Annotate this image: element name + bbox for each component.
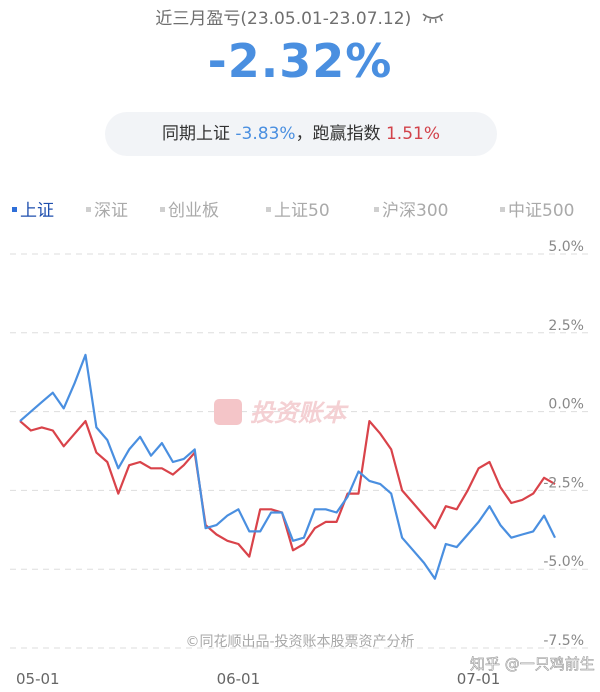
index-selector: 上证 深证 创业板 上证50 沪深300 中证500 — [0, 196, 600, 222]
watermark-logo-icon — [214, 399, 242, 425]
footer-credit: ©同花顺出品-投资账本股票资产分析 — [185, 634, 414, 650]
legend-label: 上证50 — [274, 201, 330, 221]
legend-marker — [160, 206, 165, 212]
legend-item-csi500[interactable]: 中证500 — [500, 196, 574, 221]
index-return-value: -3.83% — [235, 124, 296, 144]
legend-item-shenzhen[interactable]: 深证 — [86, 196, 128, 221]
chart-series — [19, 353, 556, 580]
compare-prefix: 同期上证 — [162, 124, 231, 144]
legend-label: 创业板 — [168, 201, 219, 221]
y-tick-label: -2.5% — [543, 475, 584, 491]
x-tick-label: 05-01 — [16, 670, 60, 688]
total-return-value: -2.32% — [207, 34, 393, 88]
y-tick-label: 2.5% — [548, 318, 584, 334]
legend-marker — [86, 206, 91, 212]
legend-marker — [374, 206, 379, 212]
legend-marker — [12, 206, 17, 212]
series-line-shanghai-index — [19, 353, 556, 580]
series-line-portfolio — [19, 420, 556, 558]
y-tick-label: 0.0% — [548, 397, 584, 413]
legend-item-csi300[interactable]: 沪深300 — [374, 196, 448, 221]
benchmark-comparison: 同期上证 -3.83%，跑赢指数 1.51% — [105, 112, 497, 156]
y-axis-ticks: 5.0% 2.5% 0.0% -2.5% -5.0% -7.5% — [543, 239, 584, 649]
legend-label: 上证 — [20, 201, 54, 221]
x-tick-label: 07-01 — [457, 670, 501, 688]
outperform-value: 1.51% — [385, 124, 440, 144]
y-tick-label: -7.5% — [543, 633, 584, 649]
legend-marker — [266, 206, 271, 212]
legend-item-chinext[interactable]: 创业板 — [160, 196, 219, 221]
corner-credit: 知乎 @一只鸡前生 — [470, 655, 595, 673]
legend-label: 中证500 — [508, 201, 575, 221]
y-tick-label: 5.0% — [548, 239, 584, 255]
chart-grid — [10, 253, 590, 649]
y-tick-label: -5.0% — [543, 554, 584, 570]
period-title: 近三月盈亏(23.05.01-23.07.12) — [0, 4, 600, 29]
period-title-text: 近三月盈亏(23.05.01-23.07.12) — [155, 9, 412, 29]
x-axis-ticks: 05-01 06-01 07-01 — [16, 670, 500, 688]
watermark-text: 投资账本 — [250, 399, 349, 427]
eye-closed-icon[interactable] — [421, 9, 445, 29]
legend-item-sse50[interactable]: 上证50 — [266, 196, 330, 221]
legend-marker — [500, 206, 505, 212]
legend-item-shanghai[interactable]: 上证 — [12, 196, 54, 221]
legend-label: 深证 — [94, 201, 128, 221]
x-tick-label: 06-01 — [217, 670, 261, 688]
legend-label: 沪深300 — [382, 201, 449, 221]
chart-watermark: 投资账本 — [214, 399, 349, 427]
compare-separator: ，跑赢指数 — [295, 124, 381, 144]
